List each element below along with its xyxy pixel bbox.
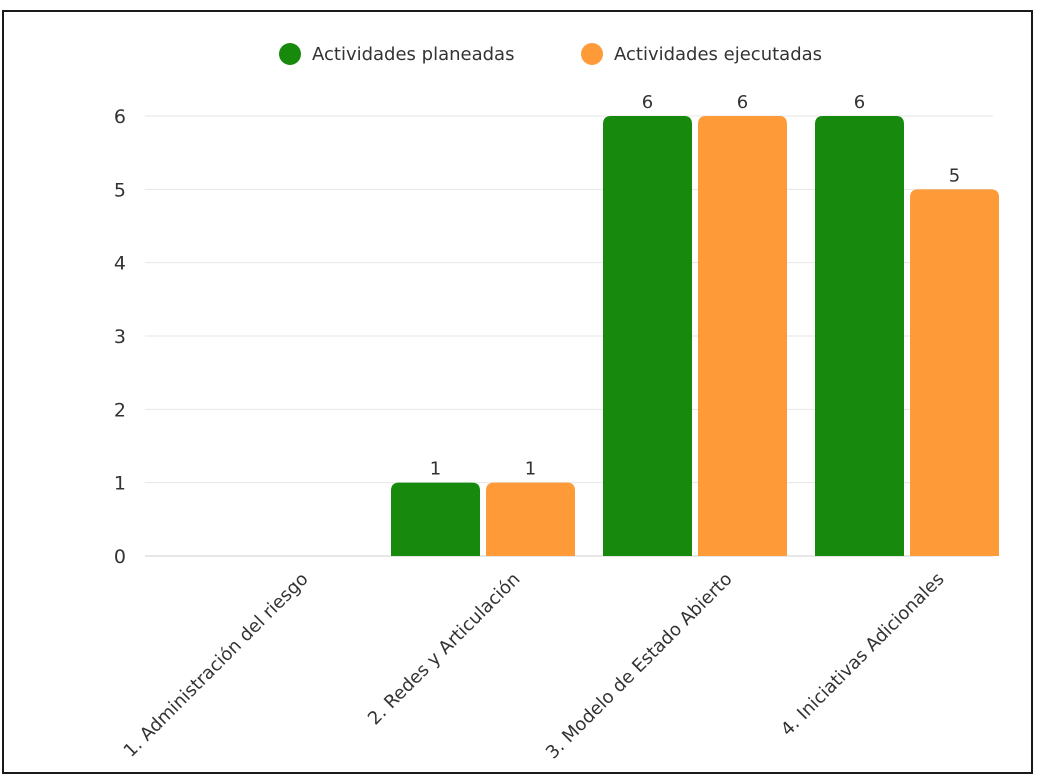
y-axis: 0 1 2 3 4 5 6 (114, 106, 126, 568)
bar-planeadas (603, 116, 692, 556)
y-tick-label: 6 (114, 106, 126, 128)
y-tick-label: 3 (114, 326, 126, 348)
legend-item-planeadas[interactable]: Actividades planeadas (279, 43, 514, 65)
y-tick-label: 4 (114, 253, 126, 275)
y-tick-label: 1 (114, 473, 126, 495)
legend-item-ejecutadas[interactable]: Actividades ejecutadas (581, 43, 822, 65)
legend-label: Actividades planeadas (312, 44, 514, 65)
data-label: 6 (737, 92, 748, 113)
y-tick-label: 0 (114, 546, 126, 568)
x-tick-label: 1. Administración del riesgo (120, 569, 313, 762)
legend-swatch (581, 43, 603, 65)
data-label: 6 (854, 92, 865, 113)
data-labels: 1 1 6 6 6 5 (430, 92, 960, 480)
bar-planeadas (391, 482, 480, 556)
x-axis: 1. Administración del riesgo 2. Redes y A… (120, 569, 949, 764)
data-label: 1 (430, 459, 441, 480)
bar-ejecutadas (486, 482, 575, 556)
x-tick-label: 2. Redes y Articulación (364, 569, 525, 730)
legend: Actividades planeadas Actividades ejecuta… (279, 43, 822, 65)
bar-ejecutadas (698, 116, 787, 556)
y-tick-label: 2 (114, 399, 126, 421)
bar-ejecutadas (910, 189, 999, 557)
legend-swatch (279, 43, 301, 65)
data-label: 1 (525, 459, 536, 480)
data-label: 6 (642, 92, 653, 113)
x-tick-label: 3. Modelo de Estado Abierto (542, 569, 737, 764)
x-tick-label: 4. Iniciativas Adicionales (777, 569, 949, 741)
bar-planeadas (815, 116, 904, 556)
bars (391, 116, 999, 557)
legend-label: Actividades ejecutadas (614, 44, 822, 65)
data-label: 5 (949, 165, 960, 186)
y-tick-label: 5 (114, 179, 126, 201)
